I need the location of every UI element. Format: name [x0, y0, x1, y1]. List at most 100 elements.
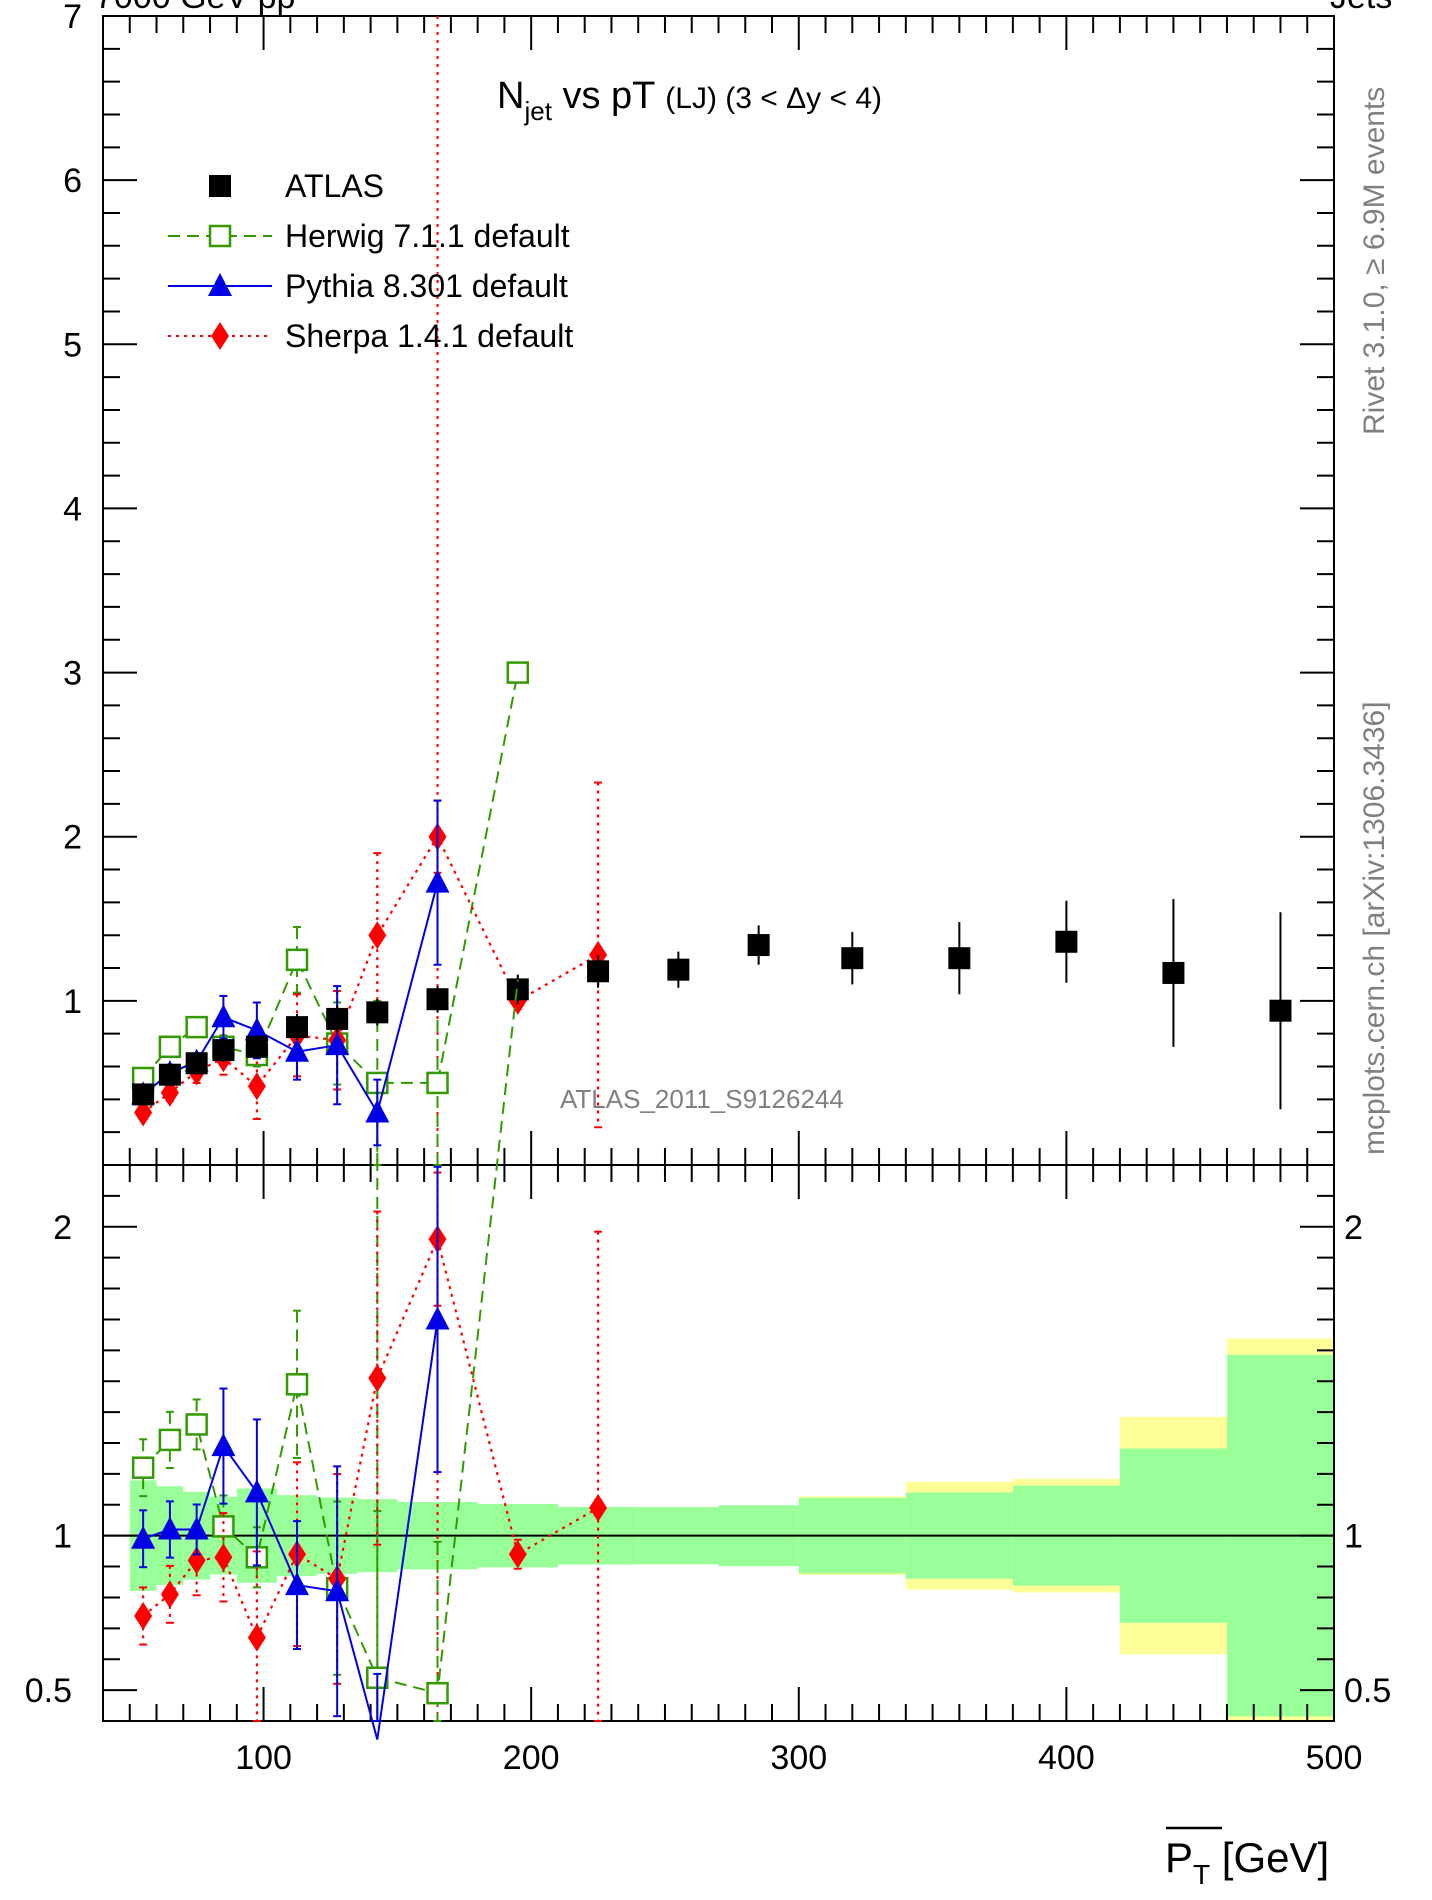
side-text-bottom: mcplots.cern.ch [arXiv:1306.3436] [1358, 701, 1391, 1155]
ratio-pythia-point-8 [425, 1306, 450, 1330]
atlas-point-16 [1162, 961, 1185, 984]
main-pythia-point-5 [285, 1038, 310, 1062]
ratio-pythia-point-4 [244, 1479, 269, 1503]
title-range: (3 < Δy < 4) [717, 82, 882, 115]
main-pythia-point-8 [425, 869, 450, 893]
header-left: 7000 GeV pp [95, 0, 295, 16]
y-tick-label-main-1: 1 [63, 983, 82, 1021]
ratio-sherpa-point-0 [134, 1601, 153, 1630]
legend-marker-atlas [209, 175, 231, 197]
x-axis-label-main: P [1165, 1834, 1193, 1881]
ratio-sherpa-point-4 [247, 1623, 266, 1652]
atlas-point-8 [426, 988, 449, 1011]
atlas-point-9 [506, 978, 529, 1001]
atlas-point-5 [286, 1016, 309, 1039]
main-pythia-point-6 [325, 1032, 350, 1056]
y-tick-label-main-6: 6 [63, 162, 82, 200]
ratio-herwig-point-1 [158, 1428, 182, 1452]
legend: ATLAS Herwig 7.1.1 default Pythia 8.301 de… [168, 168, 573, 354]
title-sub: jet [523, 96, 552, 126]
x-axis-label-unit: [GeV] [1210, 1834, 1329, 1881]
main-sherpa-point-1 [160, 1078, 179, 1107]
ratio-sherpa-point-1 [160, 1580, 179, 1609]
main-sherpa-point-4 [247, 1072, 266, 1101]
main-herwig-point-5 [285, 948, 309, 972]
y-tick-label-main-2: 2 [63, 819, 82, 857]
chart-title: Njet vs pT (LJ) (3 < Δy < 4) [497, 75, 882, 126]
main-herwig-point-2 [185, 1015, 208, 1039]
main-pythia-point-7 [365, 1099, 390, 1123]
legend-marker-sherpa [211, 322, 229, 350]
legend-label-sherpa: Sherpa 1.4.1 default [285, 318, 573, 354]
legend-marker-herwig [208, 224, 232, 248]
ratio-pythia-point-0 [131, 1525, 156, 1549]
legend-label-atlas: ATLAS [285, 168, 384, 204]
main-sherpa-point-0 [134, 1098, 153, 1127]
ratio-pythia-point-6 [325, 1578, 350, 1602]
atlas-point-7 [366, 1001, 389, 1024]
title-rest: vs pT [552, 75, 665, 117]
main-herwig-point-1 [158, 1035, 182, 1059]
ratio-herwig-point-5 [285, 1373, 309, 1396]
y-tick-label-main-5: 5 [63, 326, 82, 364]
y-tick-label-ratio-r-1: 1 [1344, 1518, 1363, 1556]
ratio-herwig-line [142, 979, 519, 1695]
y-tick-label-ratio-r-2: 2 [1344, 1209, 1363, 1247]
x-axis-label: PT [GeV] [1165, 1834, 1329, 1890]
atlas-point-2 [185, 1052, 208, 1075]
legend-marker-pythia [208, 273, 232, 296]
atlas-point-6 [326, 1007, 349, 1030]
atlas-point-10 [587, 960, 610, 983]
main-sherpa-point-7 [368, 921, 387, 950]
ratio-herwig-point-0 [131, 1456, 155, 1479]
ratio-sherpa-point-2 [187, 1546, 206, 1575]
x-tick-label-500: 500 [1306, 1739, 1363, 1777]
y-tick-label-main-4: 4 [63, 490, 82, 528]
ratio-pythia-point-3 [211, 1433, 236, 1457]
ratio-uncertainty-bands [129, 1338, 1334, 1721]
atlas-point-3 [212, 1039, 235, 1062]
main-pythia-point-3 [211, 1004, 236, 1028]
watermark: ATLAS_2011_S9126244 [560, 1084, 844, 1114]
main-herwig-point-8 [426, 1071, 449, 1095]
atlas-point-12 [747, 934, 770, 957]
legend-label-herwig: Herwig 7.1.1 default [285, 218, 570, 254]
axis-tick-labels: 100 200 300 400 500 1 2 3 4 5 6 7 0.5 0.5 1 1 2 2 [25, 0, 1392, 1777]
main-sherpa-line [142, 834, 599, 1114]
side-text-top: Rivet 3.1.0, ≥ 6.9M events [1358, 87, 1391, 435]
axis-ticks [103, 15, 1335, 1722]
title-lj: (LJ) [665, 82, 717, 115]
ratio-herwig-point-8 [426, 1681, 449, 1705]
ratio-herwig-point-2 [185, 1413, 208, 1436]
ratio-pythia-point-5 [285, 1572, 310, 1596]
header-right: Jets [1330, 0, 1392, 16]
y-tick-label-main-7: 7 [63, 0, 82, 36]
atlas-point-4 [245, 1035, 268, 1058]
y-tick-label-ratio-l-1: 1 [53, 1518, 72, 1556]
atlas-point-13 [841, 947, 864, 970]
ratio-pythia-point-2 [184, 1516, 209, 1540]
atlas-point-14 [948, 947, 971, 970]
y-tick-label-main-3: 3 [63, 655, 82, 693]
ratio-sherpa-point-9 [508, 1540, 527, 1569]
ratio-panel-series [131, 979, 608, 1740]
ratio-sherpa-point-10 [589, 1493, 608, 1522]
y-tick-label-ratio-l-0.5: 0.5 [25, 1672, 72, 1710]
ratio-sherpa-point-7 [368, 1364, 387, 1393]
main-panel-series [131, 16, 1292, 1721]
atlas-point-1 [158, 1063, 181, 1086]
title-main: N [497, 75, 524, 117]
x-tick-label-200: 200 [503, 1739, 560, 1777]
atlas-point-17 [1269, 999, 1292, 1022]
ratio-herwig-point-3 [212, 1515, 235, 1538]
y-tick-label-ratio-l-2: 2 [53, 1209, 72, 1247]
x-tick-label-100: 100 [235, 1739, 292, 1777]
ratio-pythia-point-1 [157, 1516, 182, 1540]
ratio-sherpa-point-3 [214, 1543, 233, 1572]
atlas-point-0 [132, 1083, 155, 1106]
main-pythia-point-4 [244, 1017, 269, 1041]
atlas-point-15 [1055, 930, 1078, 953]
x-axis-label-sub: T [1193, 1859, 1210, 1890]
x-tick-label-400: 400 [1038, 1739, 1095, 1777]
